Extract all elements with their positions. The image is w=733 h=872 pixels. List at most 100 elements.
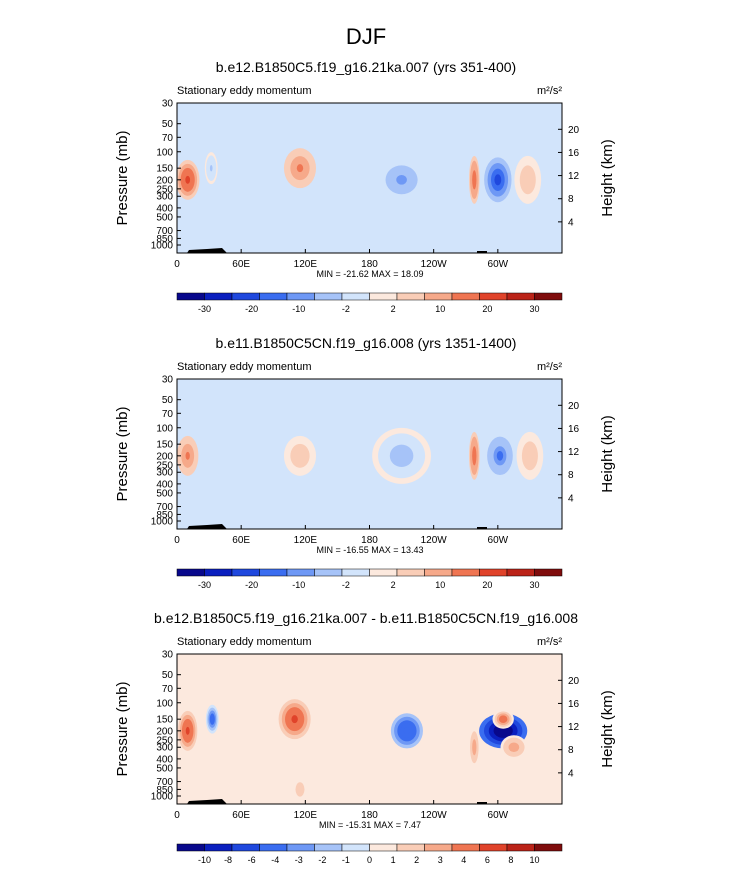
min-max-stats: MIN = -21.62 MAX = 18.09 (316, 269, 423, 279)
colorbar-swatch (396, 843, 425, 852)
ytick-label: 50 (162, 670, 174, 681)
colorbar-label: -6 (248, 855, 256, 865)
ytick-label: 100 (156, 147, 173, 158)
ytick-label: 250 (156, 460, 173, 471)
colorbar-swatch (424, 292, 453, 301)
colorbar-swatch (534, 843, 563, 852)
min-max-stats: MIN = -15.31 MAX = 7.47 (319, 820, 421, 830)
colorbar-swatch (231, 843, 260, 852)
contour-1-5 (185, 175, 191, 184)
xtick-label: 60W (488, 535, 509, 546)
ylabel: Pressure (mb) (114, 681, 131, 776)
colorbar-swatch (506, 843, 535, 852)
colorbar-label: 2 (391, 304, 396, 314)
ytick-label: 1000 (151, 792, 174, 803)
xtick-label: 180 (361, 259, 378, 270)
ytick-label: 70 (162, 684, 174, 695)
xtick-label: 0 (174, 535, 180, 546)
ytick-label: 700 (156, 502, 173, 513)
contour-1-5 (185, 451, 190, 460)
ytick-label: 100 (156, 698, 173, 709)
panel-2: b.e11.B1850C5CN.f19_g16.008 (yrs 1351-14… (114, 335, 616, 590)
colorbar-label: 1 (391, 855, 396, 865)
xtick-label: 120E (294, 535, 318, 546)
contour-7-5 (525, 175, 531, 185)
panel-title: b.e11.B1850C5CN.f19_g16.008 (yrs 1351-14… (216, 335, 517, 351)
colorbar-label: 4 (461, 855, 466, 865)
xtick-label: 120W (421, 535, 448, 546)
xtick-label: 60E (232, 259, 250, 270)
ytick-right-label: 20 (568, 676, 580, 687)
units-label: m²/s² (537, 85, 562, 97)
ytick-right-label: 4 (568, 493, 574, 504)
ytick-label: 200 (156, 175, 173, 186)
ytick-label: 1000 (151, 241, 174, 252)
panel-subtitle: Stationary eddy momentum (177, 85, 312, 97)
ylabel: Pressure (mb) (114, 130, 131, 225)
colorbar-label: 3 (438, 855, 443, 865)
ytick-right-label: 12 (568, 722, 580, 733)
colorbar-swatch (424, 843, 453, 852)
colorbar-label: -2 (318, 855, 326, 865)
topography-mask (187, 799, 227, 804)
ytick-label: 700 (156, 777, 173, 788)
contour-6-5 (501, 717, 506, 722)
colorbar-label: 30 (529, 304, 539, 314)
panel-subtitle: Stationary eddy momentum (177, 636, 312, 648)
colorbar-swatch (176, 292, 205, 301)
xtick-label: 60E (232, 535, 250, 546)
colorbar-label: -30 (198, 580, 211, 590)
contour-3-5 (296, 164, 304, 173)
colorbar-swatch (231, 292, 260, 301)
contour-3-5 (395, 450, 408, 462)
contour-4-5 (473, 451, 476, 461)
colorbar-swatch (369, 568, 398, 577)
topography-mask (187, 248, 227, 253)
colorbar-label: 0 (367, 855, 372, 865)
panel-title: b.e12.B1850C5.f19_g16.21ka.007 - b.e11.B… (154, 610, 578, 626)
colorbar-label: 10 (529, 855, 539, 865)
contour-7-5 (511, 744, 517, 750)
ylabel-right: Height (km) (599, 139, 616, 217)
colorbar-swatch (479, 568, 508, 577)
ytick-label: 30 (162, 650, 174, 661)
colorbar-label: 2 (414, 855, 419, 865)
panel-1: b.e12.B1850C5.f19_g16.21ka.007 (yrs 351-… (114, 59, 616, 314)
colorbar-swatch (451, 292, 480, 301)
colorbar-swatch (534, 568, 563, 577)
page-title: DJF (346, 24, 386, 49)
contour-6-5 (527, 451, 533, 461)
colorbar-label: 6 (485, 855, 490, 865)
panel-3: b.e12.B1850C5.f19_g16.21ka.007 - b.e11.B… (114, 610, 616, 865)
ytick-label: 150 (156, 715, 173, 726)
colorbar-label: -3 (295, 855, 303, 865)
ytick-right-label: 8 (568, 470, 574, 481)
units-label: m²/s² (537, 361, 562, 373)
ytick-label: 150 (156, 164, 173, 175)
colorbar-swatch (204, 292, 233, 301)
ytick-label: 200 (156, 451, 173, 462)
colorbar-label: 20 (482, 580, 492, 590)
ytick-right-label: 20 (568, 401, 580, 412)
colorbar-label: 2 (391, 580, 396, 590)
contour-3-5 (291, 715, 298, 724)
xtick-label: 120W (421, 259, 448, 270)
ytick-label: 850 (156, 510, 173, 521)
ytick-label: 850 (156, 234, 173, 245)
contour-9-5 (298, 787, 302, 792)
colorbar-swatch (314, 568, 343, 577)
contour-2-5 (211, 716, 214, 723)
ytick-right-label: 12 (568, 447, 580, 458)
contour-6-5 (494, 174, 502, 186)
ytick-right-label: 8 (568, 745, 574, 756)
ytick-right-label: 12 (568, 171, 580, 182)
colorbar-swatch (314, 843, 343, 852)
topography-mask-2 (477, 251, 487, 253)
ytick-label: 500 (156, 488, 173, 499)
colorbar-swatch (286, 292, 315, 301)
ytick-label: 500 (156, 212, 173, 223)
ytick-label: 30 (162, 375, 174, 386)
ytick-label: 400 (156, 754, 173, 765)
colorbar-swatch (176, 843, 205, 852)
